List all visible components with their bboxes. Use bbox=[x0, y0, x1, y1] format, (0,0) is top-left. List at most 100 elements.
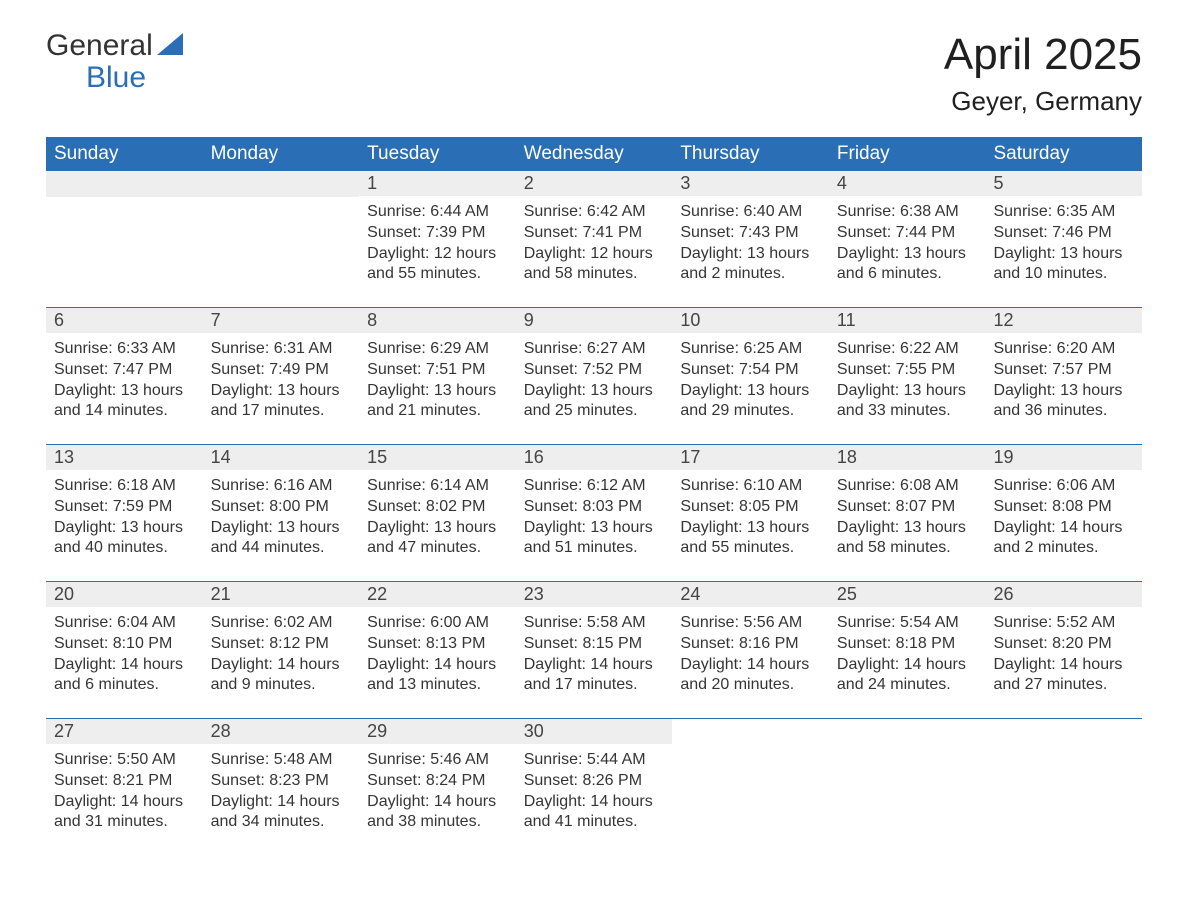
day-number: 7 bbox=[203, 308, 360, 333]
sunset-text: Sunset: 8:16 PM bbox=[680, 634, 821, 655]
day-cell: 2Sunrise: 6:42 AMSunset: 7:41 PMDaylight… bbox=[516, 171, 673, 307]
day-cell: 5Sunrise: 6:35 AMSunset: 7:46 PMDaylight… bbox=[985, 171, 1142, 307]
day-details: Sunrise: 5:48 AMSunset: 8:23 PMDaylight:… bbox=[203, 744, 360, 843]
daylight-line2: and 41 minutes. bbox=[524, 812, 665, 833]
sunset-text: Sunset: 7:52 PM bbox=[524, 360, 665, 381]
daylight-line1: Daylight: 13 hours bbox=[993, 244, 1134, 265]
sunset-text: Sunset: 8:05 PM bbox=[680, 497, 821, 518]
sunrise-text: Sunrise: 6:20 AM bbox=[993, 339, 1134, 360]
day-cell: 8Sunrise: 6:29 AMSunset: 7:51 PMDaylight… bbox=[359, 308, 516, 444]
empty-day-strip bbox=[46, 171, 203, 197]
week-row: 6Sunrise: 6:33 AMSunset: 7:47 PMDaylight… bbox=[46, 307, 1142, 444]
day-details: Sunrise: 6:14 AMSunset: 8:02 PMDaylight:… bbox=[359, 470, 516, 569]
day-cell: 21Sunrise: 6:02 AMSunset: 8:12 PMDayligh… bbox=[203, 582, 360, 718]
day-cell: 17Sunrise: 6:10 AMSunset: 8:05 PMDayligh… bbox=[672, 445, 829, 581]
daylight-line1: Daylight: 14 hours bbox=[54, 655, 195, 676]
day-details: Sunrise: 6:29 AMSunset: 7:51 PMDaylight:… bbox=[359, 333, 516, 432]
day-details: Sunrise: 6:22 AMSunset: 7:55 PMDaylight:… bbox=[829, 333, 986, 432]
day-number: 13 bbox=[46, 445, 203, 470]
day-number: 25 bbox=[829, 582, 986, 607]
day-number: 30 bbox=[516, 719, 673, 744]
sunset-text: Sunset: 8:00 PM bbox=[211, 497, 352, 518]
week-row: 20Sunrise: 6:04 AMSunset: 8:10 PMDayligh… bbox=[46, 581, 1142, 718]
daylight-line2: and 6 minutes. bbox=[837, 264, 978, 285]
daylight-line1: Daylight: 14 hours bbox=[54, 792, 195, 813]
sunset-text: Sunset: 8:20 PM bbox=[993, 634, 1134, 655]
sunset-text: Sunset: 8:24 PM bbox=[367, 771, 508, 792]
day-number: 15 bbox=[359, 445, 516, 470]
daylight-line1: Daylight: 14 hours bbox=[993, 518, 1134, 539]
day-cell: 18Sunrise: 6:08 AMSunset: 8:07 PMDayligh… bbox=[829, 445, 986, 581]
daylight-line2: and 47 minutes. bbox=[367, 538, 508, 559]
day-cell: 1Sunrise: 6:44 AMSunset: 7:39 PMDaylight… bbox=[359, 171, 516, 307]
day-details: Sunrise: 5:58 AMSunset: 8:15 PMDaylight:… bbox=[516, 607, 673, 706]
day-number: 3 bbox=[672, 171, 829, 196]
day-details: Sunrise: 6:25 AMSunset: 7:54 PMDaylight:… bbox=[672, 333, 829, 432]
day-cell: 29Sunrise: 5:46 AMSunset: 8:24 PMDayligh… bbox=[359, 719, 516, 855]
day-details: Sunrise: 6:38 AMSunset: 7:44 PMDaylight:… bbox=[829, 196, 986, 295]
sunset-text: Sunset: 7:44 PM bbox=[837, 223, 978, 244]
sunset-text: Sunset: 7:41 PM bbox=[524, 223, 665, 244]
day-number: 22 bbox=[359, 582, 516, 607]
day-cell: 26Sunrise: 5:52 AMSunset: 8:20 PMDayligh… bbox=[985, 582, 1142, 718]
logo-text-blue: Blue bbox=[46, 62, 183, 94]
sunset-text: Sunset: 7:47 PM bbox=[54, 360, 195, 381]
sunrise-text: Sunrise: 6:08 AM bbox=[837, 476, 978, 497]
day-number: 24 bbox=[672, 582, 829, 607]
day-details: Sunrise: 6:40 AMSunset: 7:43 PMDaylight:… bbox=[672, 196, 829, 295]
day-cell: 27Sunrise: 5:50 AMSunset: 8:21 PMDayligh… bbox=[46, 719, 203, 855]
sunset-text: Sunset: 7:54 PM bbox=[680, 360, 821, 381]
daylight-line2: and 14 minutes. bbox=[54, 401, 195, 422]
day-cell: 9Sunrise: 6:27 AMSunset: 7:52 PMDaylight… bbox=[516, 308, 673, 444]
daylight-line2: and 58 minutes. bbox=[524, 264, 665, 285]
day-cell: 11Sunrise: 6:22 AMSunset: 7:55 PMDayligh… bbox=[829, 308, 986, 444]
sunrise-text: Sunrise: 6:10 AM bbox=[680, 476, 821, 497]
daylight-line2: and 24 minutes. bbox=[837, 675, 978, 696]
weekday-monday: Monday bbox=[203, 137, 360, 171]
day-details: Sunrise: 6:06 AMSunset: 8:08 PMDaylight:… bbox=[985, 470, 1142, 569]
day-cell: 6Sunrise: 6:33 AMSunset: 7:47 PMDaylight… bbox=[46, 308, 203, 444]
logo-line1: General bbox=[46, 30, 183, 62]
daylight-line2: and 9 minutes. bbox=[211, 675, 352, 696]
day-details: Sunrise: 6:04 AMSunset: 8:10 PMDaylight:… bbox=[46, 607, 203, 706]
daylight-line2: and 33 minutes. bbox=[837, 401, 978, 422]
weeks-container: 1Sunrise: 6:44 AMSunset: 7:39 PMDaylight… bbox=[46, 171, 1142, 855]
day-number: 1 bbox=[359, 171, 516, 196]
sunrise-text: Sunrise: 6:35 AM bbox=[993, 202, 1134, 223]
daylight-line1: Daylight: 13 hours bbox=[837, 381, 978, 402]
daylight-line2: and 31 minutes. bbox=[54, 812, 195, 833]
day-details: Sunrise: 6:35 AMSunset: 7:46 PMDaylight:… bbox=[985, 196, 1142, 295]
day-details: Sunrise: 6:18 AMSunset: 7:59 PMDaylight:… bbox=[46, 470, 203, 569]
daylight-line1: Daylight: 14 hours bbox=[993, 655, 1134, 676]
daylight-line1: Daylight: 13 hours bbox=[837, 518, 978, 539]
sunrise-text: Sunrise: 5:48 AM bbox=[211, 750, 352, 771]
daylight-line2: and 17 minutes. bbox=[211, 401, 352, 422]
sunset-text: Sunset: 8:26 PM bbox=[524, 771, 665, 792]
day-cell: 13Sunrise: 6:18 AMSunset: 7:59 PMDayligh… bbox=[46, 445, 203, 581]
sunrise-text: Sunrise: 6:00 AM bbox=[367, 613, 508, 634]
day-cell: 23Sunrise: 5:58 AMSunset: 8:15 PMDayligh… bbox=[516, 582, 673, 718]
day-cell bbox=[829, 719, 986, 855]
day-details: Sunrise: 6:44 AMSunset: 7:39 PMDaylight:… bbox=[359, 196, 516, 295]
daylight-line1: Daylight: 13 hours bbox=[524, 381, 665, 402]
day-details: Sunrise: 6:02 AMSunset: 8:12 PMDaylight:… bbox=[203, 607, 360, 706]
daylight-line2: and 20 minutes. bbox=[680, 675, 821, 696]
day-number: 27 bbox=[46, 719, 203, 744]
sunset-text: Sunset: 8:23 PM bbox=[211, 771, 352, 792]
daylight-line2: and 44 minutes. bbox=[211, 538, 352, 559]
weekday-sunday: Sunday bbox=[46, 137, 203, 171]
day-number: 4 bbox=[829, 171, 986, 196]
daylight-line2: and 6 minutes. bbox=[54, 675, 195, 696]
sunset-text: Sunset: 8:15 PM bbox=[524, 634, 665, 655]
weekday-friday: Friday bbox=[829, 137, 986, 171]
sunrise-text: Sunrise: 6:04 AM bbox=[54, 613, 195, 634]
day-number: 5 bbox=[985, 171, 1142, 196]
day-details: Sunrise: 6:00 AMSunset: 8:13 PMDaylight:… bbox=[359, 607, 516, 706]
sunrise-text: Sunrise: 5:44 AM bbox=[524, 750, 665, 771]
daylight-line1: Daylight: 13 hours bbox=[211, 381, 352, 402]
daylight-line2: and 55 minutes. bbox=[367, 264, 508, 285]
daylight-line2: and 13 minutes. bbox=[367, 675, 508, 696]
sunrise-text: Sunrise: 6:40 AM bbox=[680, 202, 821, 223]
day-number: 12 bbox=[985, 308, 1142, 333]
sunrise-text: Sunrise: 6:27 AM bbox=[524, 339, 665, 360]
